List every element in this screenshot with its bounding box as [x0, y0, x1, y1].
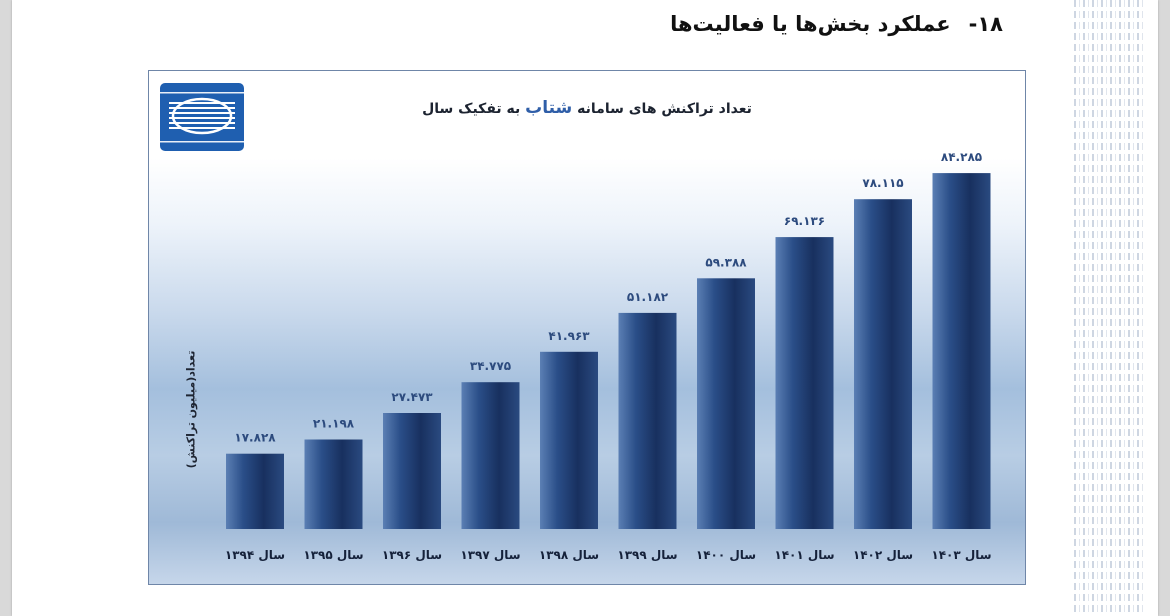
- bar-9: [854, 199, 912, 529]
- bar-value-label-4: ۳۴.۷۷۵: [470, 359, 511, 373]
- bar-6: [618, 312, 677, 529]
- bar-value-label-5: ۴۱.۹۶۳: [548, 329, 590, 343]
- chart-title-suffix: به تفکیک سال: [422, 101, 526, 117]
- bar-5: [540, 351, 598, 529]
- bar-value-label-7: ۵۹.۳۸۸: [705, 255, 747, 269]
- x-tick-label-1: سال ۱۳۹۴: [225, 548, 285, 562]
- bar-3: [383, 413, 441, 529]
- bar-chart-plot: ۱۷.۸۲۸ ۲۱.۱۹۸ ۲۷.۴۷۳ ۳۴.۷۷۵ ۴۱.۹۶۳ ۵۱.۱۸۲ ۵۹.۳…: [225, 150, 992, 562]
- x-tick-label-5: سال ۱۳۹۸: [539, 548, 599, 562]
- x-tick-label-3: سال ۱۳۹۶: [382, 548, 442, 562]
- chart-title-prefix: تعداد تراکنش های سامانه: [572, 101, 752, 117]
- section-number: ۱۸-: [968, 12, 1003, 36]
- bar-value-label-6: ۵۱.۱۸۲: [627, 290, 669, 304]
- bar-4: [461, 382, 520, 529]
- x-tick-label-4: سال ۱۳۹۷: [460, 548, 520, 562]
- shetab-logo-icon: [160, 83, 244, 151]
- x-tick-label-8: سال ۱۴۰۱: [774, 548, 834, 562]
- bars-group: [226, 173, 991, 529]
- value-labels-group: ۱۷.۸۲۸ ۲۱.۱۹۸ ۲۷.۴۷۳ ۳۴.۷۷۵ ۴۱.۹۶۳ ۵۱.۱۸۲ ۵۹.۳…: [234, 150, 982, 445]
- bleed-through-text: [1074, 0, 1146, 616]
- bar-8: [775, 237, 834, 529]
- x-tick-label-6: سال ۱۳۹۹: [617, 548, 677, 562]
- bar-value-label-10: ۸۴.۲۸۵: [941, 150, 982, 164]
- x-tick-label-7: سال ۱۴۰۰: [696, 548, 756, 562]
- x-tick-label-9: سال ۱۴۰۲: [853, 548, 913, 562]
- section-title: عملکرد بخش‌ها یا فعالیت‌ها: [670, 12, 951, 36]
- bar-10: [932, 173, 991, 529]
- chart-title-highlight: شتاب: [525, 98, 573, 118]
- bar-7: [697, 278, 755, 529]
- bar-value-label-3: ۲۷.۴۷۳: [391, 390, 433, 404]
- chart-panel: تعداد تراکنش های سامانه شتاب به تفکیک سا…: [148, 70, 1026, 585]
- section-heading: ۱۸- عملکرد بخش‌ها یا فعالیت‌ها: [670, 12, 1003, 36]
- x-tick-labels-group: سال ۱۳۹۴ سال ۱۳۹۵ سال ۱۳۹۶ سال ۱۳۹۷ سال ۱۳۹۸…: [225, 548, 992, 562]
- bar-value-label-2: ۲۱.۱۹۸: [313, 417, 355, 431]
- bar-2: [304, 439, 363, 529]
- x-tick-label-10: سال ۱۴۰۳: [931, 548, 991, 562]
- bar-value-label-8: ۶۹.۱۳۶: [784, 214, 825, 228]
- bar-value-label-9: ۷۸.۱۱۵: [862, 176, 903, 190]
- x-tick-label-2: سال ۱۳۹۵: [303, 548, 363, 562]
- bar-value-label-1: ۱۷.۸۲۸: [234, 431, 276, 445]
- chart-title: تعداد تراکنش های سامانه شتاب به تفکیک سا…: [149, 98, 1025, 118]
- document-page: ۱۸- عملکرد بخش‌ها یا فعالیت‌ها تعداد تراک…: [12, 0, 1158, 616]
- bar-1: [226, 453, 284, 529]
